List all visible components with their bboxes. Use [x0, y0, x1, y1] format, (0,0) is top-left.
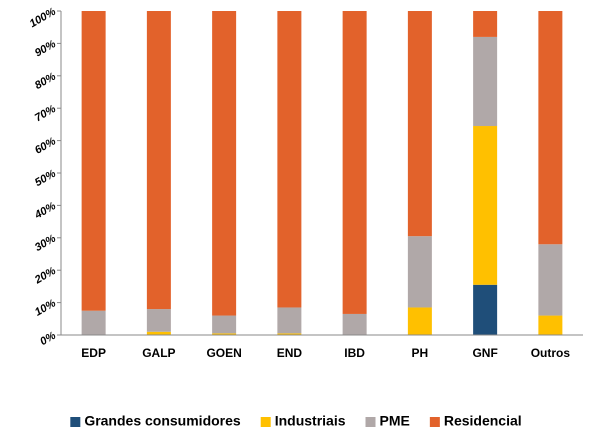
x-tick-label: EDP: [81, 346, 106, 360]
y-tick-label: 60%: [33, 135, 58, 157]
bar-segment: [81, 11, 106, 311]
x-tick-label: GOEN: [206, 346, 241, 360]
bar-segment: [146, 331, 171, 335]
legend-label: Grandes consumidores: [84, 413, 241, 429]
bar-segment: [146, 11, 171, 310]
bar-segment: [538, 315, 563, 335]
x-tick-label: PH: [412, 346, 429, 360]
x-tick-label: GALP: [142, 346, 175, 360]
x-tick-label: GNF: [472, 346, 497, 360]
x-tick-label: END: [277, 346, 303, 360]
legend-swatch: [365, 417, 376, 427]
y-tick-label: 90%: [33, 38, 58, 60]
bar-segment: [212, 11, 237, 316]
bar-segment: [212, 333, 237, 335]
y-tick-label: 80%: [33, 70, 58, 92]
y-tick-label: 70%: [33, 103, 58, 125]
bar-segment: [146, 309, 171, 332]
bar-segment: [407, 236, 432, 308]
bar-segment: [473, 11, 498, 37]
bar-segment: [81, 310, 106, 335]
legend-swatch: [70, 417, 81, 427]
legend-swatch: [260, 417, 271, 427]
bar-segment: [277, 307, 302, 334]
bar-segment: [342, 313, 367, 335]
y-tick-label: 30%: [33, 232, 58, 254]
bar-segment: [473, 284, 498, 335]
y-tick-label: 20%: [32, 265, 58, 287]
bar-segment: [407, 307, 432, 335]
legend-label: Industriais: [275, 413, 346, 429]
bar-segment: [212, 315, 237, 334]
bar-segment: [407, 11, 432, 237]
x-tick-label: IBD: [344, 346, 365, 360]
y-tick-label: 100%: [28, 6, 59, 31]
y-tick-label: 50%: [33, 168, 58, 190]
bar-segment: [538, 11, 563, 245]
y-tick-label: 40%: [32, 200, 58, 222]
legend-label: PME: [380, 413, 410, 429]
y-tick-label: 0%: [38, 330, 58, 348]
bar-segment: [473, 126, 498, 285]
legend-swatch: [429, 417, 440, 427]
y-tick-label: 10%: [33, 297, 58, 319]
bar-segment: [473, 36, 498, 127]
bar-segment: [538, 244, 563, 316]
bar-segment: [277, 333, 302, 335]
bar-segment: [342, 11, 367, 314]
x-tick-label: Outros: [531, 346, 571, 360]
bar-segment: [277, 11, 302, 308]
legend-label: Residencial: [444, 413, 522, 429]
